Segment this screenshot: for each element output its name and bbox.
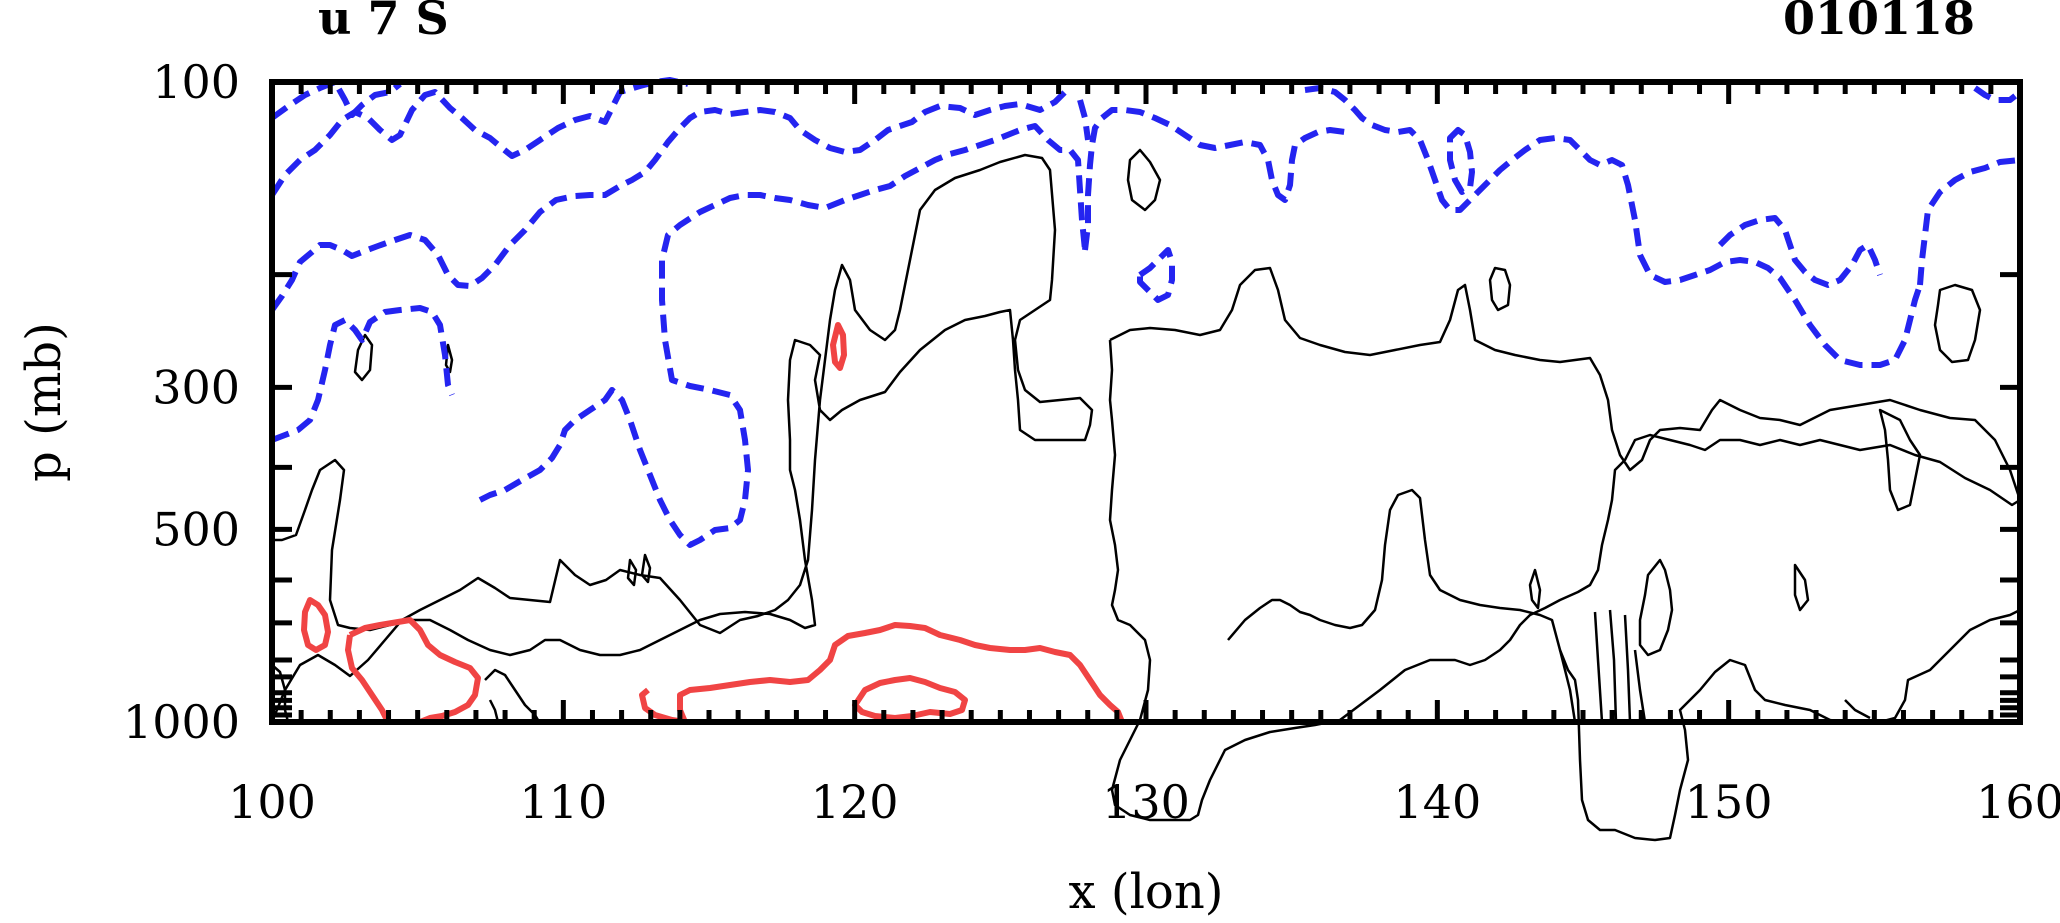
negative-contour <box>1304 85 1923 368</box>
x-tick-labels: 100 110 120 130 140 150 160 <box>228 775 2060 829</box>
zero-contour <box>640 553 652 584</box>
y-tick-label: 500 <box>152 502 240 556</box>
positive-contour <box>348 617 481 725</box>
positive-contour <box>852 675 968 721</box>
negative-contour <box>269 89 1068 312</box>
negative-contour <box>269 77 689 197</box>
zero-contour <box>1844 699 1871 720</box>
y-tick-labels: 100 300 500 1000 <box>123 55 240 749</box>
x-tick-label: 130 <box>1102 775 1190 829</box>
y-tick-label: 300 <box>152 360 240 414</box>
negative-contour <box>1077 99 1091 141</box>
zero-contour <box>1933 283 1982 364</box>
zero-contour <box>1878 408 1922 512</box>
x-tick-label: 160 <box>1976 775 2060 829</box>
zero-contour <box>270 153 1094 723</box>
zero-contour <box>1558 649 1577 723</box>
chart-title-left: u 7 S <box>318 0 449 45</box>
zero-contour <box>1528 568 1542 610</box>
x-tick-label: 140 <box>1393 775 1481 829</box>
zero-contour <box>1638 558 1674 657</box>
x-tick-label: 100 <box>228 775 316 829</box>
positive-contours <box>301 322 1125 725</box>
zero-contour <box>1488 266 1512 312</box>
plot-area <box>269 77 2023 842</box>
negative-contour <box>270 305 455 443</box>
x-tick-label: 150 <box>1685 775 1773 829</box>
negative-contours <box>269 77 2022 548</box>
zero-contour <box>1623 614 1632 723</box>
negative-contour <box>478 123 1088 548</box>
zero-contours <box>270 148 2022 842</box>
chart-title-right: 010118 <box>1783 0 1975 45</box>
negative-contour <box>1917 157 2021 286</box>
x-tick-label: 110 <box>519 775 607 829</box>
plot-frame <box>269 79 2023 725</box>
zero-contour <box>488 699 500 723</box>
negative-contour <box>1717 215 1883 288</box>
positive-contour <box>830 322 847 371</box>
zero-contour <box>484 668 540 721</box>
axis-ticks <box>269 79 2023 725</box>
y-axis-label: p (mb) <box>16 322 72 482</box>
positive-contour <box>677 622 1125 724</box>
zero-contour <box>1793 563 1810 612</box>
zero-contour <box>1227 488 2021 842</box>
zero-contour <box>353 333 374 382</box>
zero-contour <box>1593 611 1604 723</box>
negative-contour <box>270 79 402 121</box>
zero-contour <box>1108 266 2022 822</box>
y-tick-label: 100 <box>152 55 240 109</box>
positive-contour <box>345 634 391 724</box>
negative-contour <box>1973 85 2022 103</box>
positive-contour <box>301 597 331 653</box>
x-axis-label: x (lon) <box>1069 864 1224 920</box>
negative-contour <box>1082 107 1346 251</box>
negative-contour <box>1447 127 1475 195</box>
zero-contour <box>626 558 638 587</box>
x-tick-label: 120 <box>811 775 899 829</box>
y-tick-label: 1000 <box>123 695 240 749</box>
zero-contour <box>1126 148 1162 212</box>
zero-contour <box>1608 609 1618 723</box>
negative-contour <box>1137 247 1175 303</box>
